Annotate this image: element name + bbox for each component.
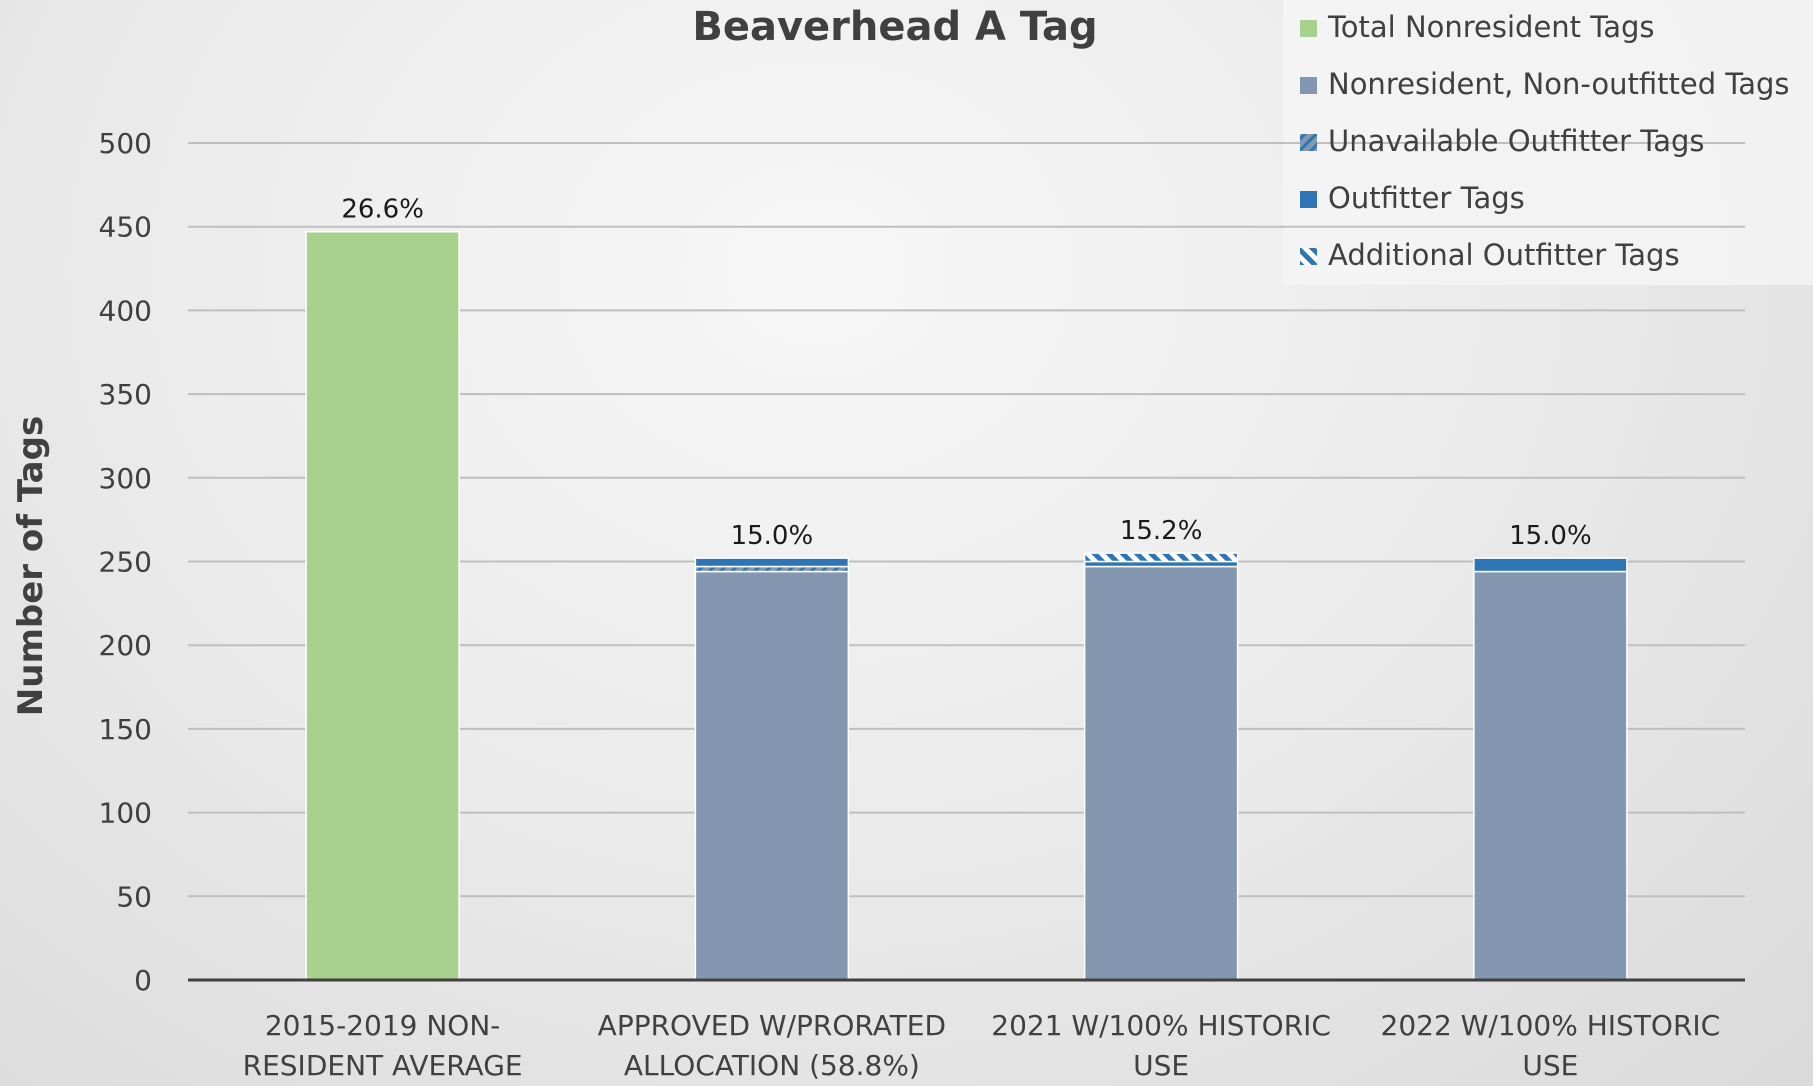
y-axis-ticks: 0 50 100 150 200 250 300 350 400 450 500 xyxy=(99,127,152,997)
legend-swatch-4 xyxy=(1300,191,1317,208)
y-tick-label: 150 xyxy=(99,713,152,746)
y-tick-label: 250 xyxy=(99,546,152,579)
bar-segment-2-category-4 xyxy=(1473,570,1628,981)
legend-swatch-3 xyxy=(1300,134,1317,151)
x-axis-categories: 2015-2019 NON- RESIDENT AVERAGE APPROVED W… xyxy=(243,1009,1721,1082)
legend-label-1: Total Nonresident Tags xyxy=(1327,10,1654,44)
legend-swatch-5 xyxy=(1300,248,1317,265)
legend-label-4: Outfitter Tags xyxy=(1328,181,1525,215)
bar-segment-5-category-3 xyxy=(1083,552,1239,563)
y-tick-label: 0 xyxy=(134,964,152,997)
x-category-label: USE xyxy=(1133,1049,1189,1082)
y-tick-label: 400 xyxy=(99,294,152,327)
x-category-label: RESIDENT AVERAGE xyxy=(243,1049,523,1082)
y-tick-label: 100 xyxy=(99,797,152,830)
y-tick-label: 450 xyxy=(99,211,152,244)
bar-segment-2-category-2 xyxy=(694,570,850,981)
x-category-label: APPROVED W/PRORATED xyxy=(598,1009,946,1042)
x-category-label: 2021 W/100% HISTORIC xyxy=(991,1009,1331,1042)
bar-segment-4-category-2 xyxy=(694,557,850,568)
legend-label-3: Unavailable Outfitter Tags xyxy=(1328,124,1705,158)
data-label: 15.0% xyxy=(1509,521,1592,551)
legend-swatch-1 xyxy=(1300,20,1317,37)
y-tick-label: 350 xyxy=(99,378,152,411)
legend-label-5: Additional Outfitter Tags xyxy=(1328,238,1680,272)
chart-title: Beaverhead A Tag xyxy=(692,4,1097,50)
y-tick-label: 200 xyxy=(99,629,152,662)
data-label: 26.6% xyxy=(341,195,424,225)
y-tick-label: 50 xyxy=(116,880,152,913)
data-label: 15.2% xyxy=(1120,516,1203,546)
bars xyxy=(305,230,1628,981)
x-category-label: ALLOCATION (58.8%) xyxy=(624,1049,920,1082)
legend: Total Nonresident Tags Nonresident, Non-o… xyxy=(1300,10,1790,272)
x-category-label: 2022 W/100% HISTORIC xyxy=(1381,1009,1721,1042)
legend-label-2: Nonresident, Non-outfitted Tags xyxy=(1328,67,1790,101)
bar-segment-2-category-3 xyxy=(1083,565,1239,981)
bar-segment-4-category-4 xyxy=(1473,557,1628,573)
data-labels: 26.6% 15.0% 15.2% 15.0% xyxy=(341,195,1591,551)
x-category-label: 2015-2019 NON- xyxy=(265,1009,501,1042)
y-axis-label: Number of Tags xyxy=(11,416,51,716)
y-tick-label: 300 xyxy=(99,462,152,495)
bar-segment-4-category-3 xyxy=(1083,560,1239,568)
bar-segment-3-category-2 xyxy=(694,565,850,573)
bar-segment-1-category-1 xyxy=(305,230,460,981)
y-tick-label: 500 xyxy=(99,127,152,160)
data-label: 15.0% xyxy=(731,521,814,551)
x-category-label: USE xyxy=(1522,1049,1578,1082)
legend-swatch-2 xyxy=(1300,77,1317,94)
